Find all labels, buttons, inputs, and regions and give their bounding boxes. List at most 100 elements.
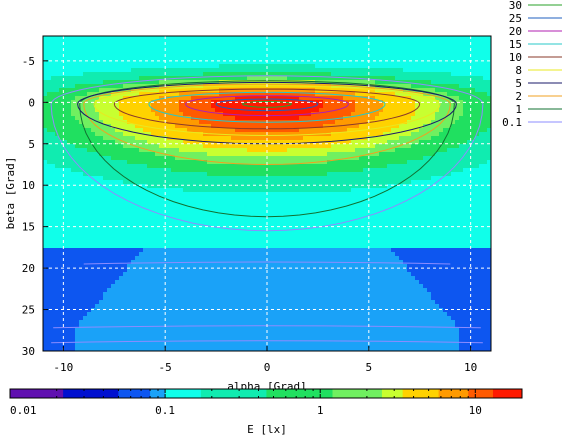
heatmap-cell <box>67 112 72 117</box>
heatmap-cell <box>227 72 232 77</box>
heatmap-cell <box>475 48 480 53</box>
heatmap-cell <box>95 148 100 153</box>
heatmap-cell <box>119 144 124 149</box>
heatmap-cell <box>271 160 276 165</box>
heatmap-cell <box>363 92 368 97</box>
heatmap-cell <box>55 144 60 149</box>
heatmap-cell <box>127 180 132 185</box>
heatmap-cell <box>83 160 88 165</box>
heatmap-cell <box>363 108 368 113</box>
heatmap-cell <box>319 204 324 209</box>
heatmap-cell <box>335 36 340 41</box>
heatmap-cell <box>271 128 276 133</box>
heatmap-cell <box>183 132 188 137</box>
heatmap-cell <box>259 52 264 57</box>
heatmap-cell <box>359 68 364 73</box>
heatmap-cell <box>239 40 244 45</box>
heatmap-cell <box>171 68 176 73</box>
heatmap-cell <box>263 180 268 185</box>
heatmap-cell <box>467 84 472 89</box>
heatmap-cell <box>115 84 120 89</box>
heatmap-cell <box>331 184 336 189</box>
heatmap-cell <box>239 140 244 145</box>
heatmap-cell <box>267 160 272 165</box>
heatmap-cell <box>259 176 264 181</box>
heatmap-cell <box>415 60 420 65</box>
heatmap-cell <box>83 176 88 181</box>
heatmap-cell <box>287 196 292 201</box>
heatmap-cell <box>191 200 196 205</box>
heatmap-cell <box>127 44 132 49</box>
heatmap-cell <box>267 60 272 65</box>
heatmap-cell <box>139 88 144 93</box>
heatmap-cell <box>311 60 316 65</box>
heatmap-cell <box>99 40 104 45</box>
heatmap-cell <box>239 200 244 205</box>
heatmap-cell <box>319 48 324 53</box>
heatmap-cell <box>67 88 72 93</box>
heatmap-cell <box>387 160 392 165</box>
heatmap-cell <box>379 184 384 189</box>
heatmap-cell <box>355 184 360 189</box>
heatmap-cell <box>71 96 76 101</box>
heatmap-cell <box>251 172 256 177</box>
heatmap-cell <box>267 192 272 197</box>
heatmap-cell <box>303 88 308 93</box>
heatmap-cell <box>319 120 324 125</box>
heatmap-cell <box>419 40 424 45</box>
heatmap-cell <box>59 168 64 173</box>
heatmap-cell <box>379 148 384 153</box>
heatmap-cell <box>363 36 368 41</box>
heatmap-cell <box>323 68 328 73</box>
heatmap-cell <box>111 184 116 189</box>
heatmap-cell <box>115 136 120 141</box>
heatmap-cell <box>95 188 100 193</box>
heatmap-cell <box>131 200 136 205</box>
heatmap-cell <box>287 104 292 109</box>
heatmap-cell <box>235 156 240 161</box>
heatmap-cell <box>443 80 448 85</box>
heatmap-cell <box>139 56 144 61</box>
heatmap-cell <box>55 192 60 197</box>
heatmap-cell <box>127 52 132 57</box>
heatmap-cell <box>283 204 288 209</box>
heatmap-cell <box>447 84 452 89</box>
heatmap-cell <box>251 104 256 109</box>
heatmap-cell <box>63 156 68 161</box>
heatmap-cell <box>463 44 468 49</box>
heatmap-cell <box>99 144 104 149</box>
heatmap-cell <box>471 160 476 165</box>
heatmap-cell <box>195 208 200 213</box>
heatmap-cell <box>271 164 276 169</box>
heatmap-cell <box>451 164 456 169</box>
heatmap-cell <box>427 164 432 169</box>
heatmap-cell <box>263 40 268 45</box>
heatmap-cell <box>75 200 80 205</box>
heatmap-cell <box>363 100 368 105</box>
heatmap-cell <box>55 212 60 217</box>
heatmap-cell <box>255 96 260 101</box>
heatmap-cell <box>323 204 328 209</box>
heatmap-cell <box>379 104 384 109</box>
heatmap-cell <box>159 132 164 137</box>
heatmap-cell <box>179 152 184 157</box>
heatmap-cell <box>155 172 160 177</box>
heatmap-cell <box>407 176 412 181</box>
heatmap-cell <box>223 124 228 129</box>
heatmap-cell <box>375 36 380 41</box>
heatmap-cell <box>195 152 200 157</box>
heatmap-cell <box>243 104 248 109</box>
heatmap-cell <box>443 76 448 81</box>
heatmap-cell <box>267 96 272 101</box>
heatmap-cell <box>307 180 312 185</box>
heatmap-cell <box>71 212 76 217</box>
heatmap-cell <box>299 116 304 121</box>
heatmap-cell <box>239 68 244 73</box>
heatmap-cell <box>371 196 376 201</box>
heatmap-cell <box>247 196 252 201</box>
heatmap-cell <box>263 112 268 117</box>
heatmap-cell <box>479 68 484 73</box>
heatmap-cell <box>235 116 240 121</box>
heatmap-cell <box>63 48 68 53</box>
heatmap-cell <box>83 68 88 73</box>
